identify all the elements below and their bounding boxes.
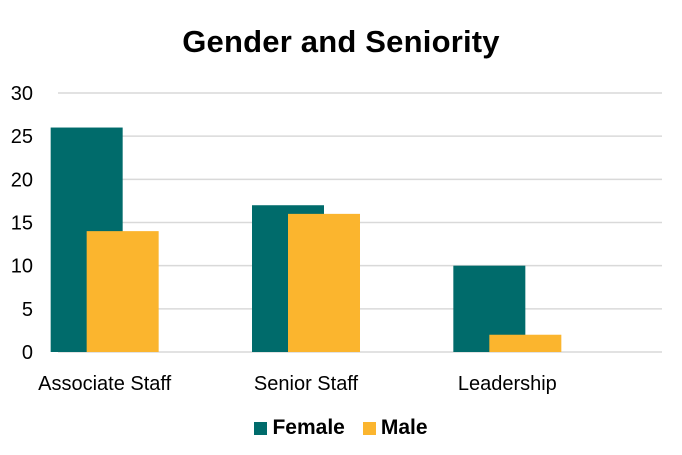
- x-category-label: Associate Staff: [38, 373, 171, 395]
- y-tick-label: 5: [22, 299, 33, 321]
- bar-male: [489, 334, 562, 352]
- legend-label-female: Female: [272, 416, 345, 439]
- y-tick-label: 10: [11, 256, 33, 278]
- y-tick-label: 20: [11, 169, 33, 191]
- x-category-label: Leadership: [458, 373, 557, 395]
- bar-male: [288, 213, 360, 352]
- x-axis-category-labels: Associate Staff Senior Staff Leadership: [38, 373, 557, 395]
- legend-swatch-female: [254, 421, 268, 435]
- legend-item-female: Female: [254, 416, 345, 440]
- bar-male: [86, 231, 159, 352]
- y-tick-label: 0: [22, 342, 33, 364]
- legend-swatch-male: [362, 421, 376, 435]
- legend-item-male: Male: [362, 416, 428, 440]
- x-category-label: Senior Staff: [254, 373, 359, 395]
- legend-label-male: Male: [380, 416, 428, 439]
- bars: [50, 127, 562, 353]
- y-axis-tick-labels: 0 5 10 15 20 25 30: [11, 83, 33, 364]
- y-tick-label: 15: [11, 213, 33, 235]
- y-tick-label: 30: [11, 83, 33, 105]
- legend: Female Male: [0, 416, 682, 440]
- chart-title: Gender and Seniority: [182, 24, 500, 59]
- y-tick-label: 25: [11, 126, 33, 148]
